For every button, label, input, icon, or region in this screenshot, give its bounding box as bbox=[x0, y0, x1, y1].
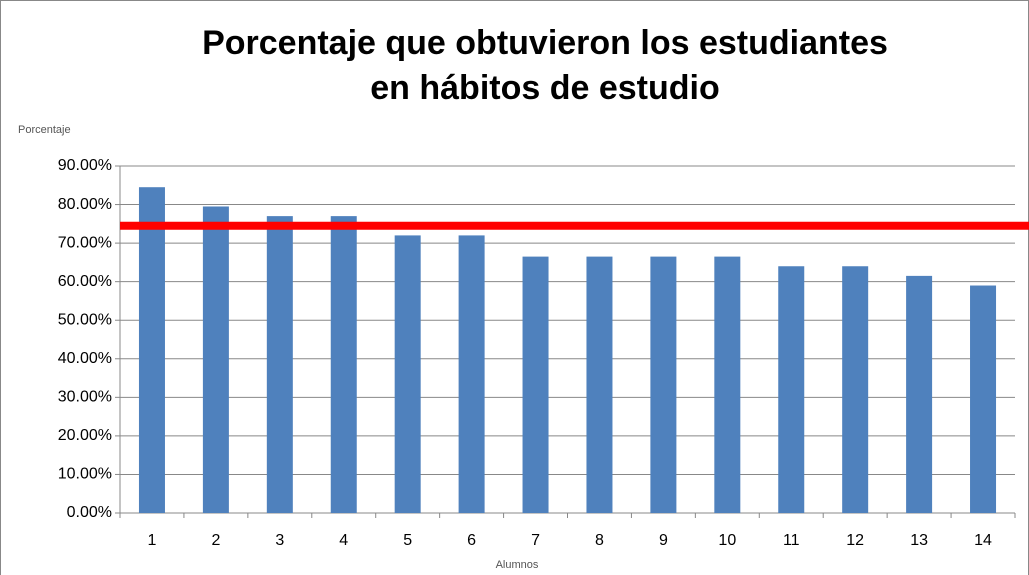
y-tick-label: 10.00% bbox=[58, 466, 112, 483]
x-tick-label: 6 bbox=[467, 532, 476, 549]
bar bbox=[714, 256, 741, 513]
x-tick-label: 8 bbox=[595, 532, 604, 549]
bar bbox=[842, 266, 869, 513]
x-tick-label: 13 bbox=[910, 532, 928, 549]
y-tick-label: 70.00% bbox=[58, 234, 112, 251]
y-tick-label: 50.00% bbox=[58, 311, 112, 328]
y-tick-label: 80.00% bbox=[58, 196, 112, 213]
bar bbox=[394, 235, 421, 513]
bar bbox=[778, 266, 805, 513]
bar bbox=[266, 216, 293, 513]
bar bbox=[202, 206, 229, 513]
bar bbox=[906, 275, 933, 513]
bar bbox=[586, 256, 613, 513]
y-tick-label: 60.00% bbox=[58, 273, 112, 290]
x-tick-label: 5 bbox=[403, 532, 412, 549]
y-tick-label: 20.00% bbox=[58, 427, 112, 444]
chart-title: Porcentaje que obtuvieron los estudiante… bbox=[202, 24, 888, 62]
bar bbox=[138, 187, 165, 513]
bar bbox=[330, 216, 357, 513]
chart-title: en hábitos de estudio bbox=[370, 69, 719, 107]
x-tick-label: 9 bbox=[659, 532, 668, 549]
bar bbox=[970, 285, 997, 513]
x-tick-label: 2 bbox=[211, 532, 220, 549]
x-axis-label: Alumnos bbox=[496, 559, 539, 571]
x-tick-label: 3 bbox=[275, 532, 284, 549]
x-tick-label: 4 bbox=[339, 532, 348, 549]
x-tick-label: 12 bbox=[846, 532, 864, 549]
x-tick-label: 7 bbox=[531, 532, 540, 549]
bar bbox=[458, 235, 485, 513]
y-tick-label: 40.00% bbox=[58, 350, 112, 367]
x-tick-label: 14 bbox=[974, 532, 992, 549]
bar bbox=[522, 256, 549, 513]
y-tick-label: 30.00% bbox=[58, 389, 112, 406]
y-tick-label: 90.00% bbox=[58, 157, 112, 174]
x-tick-label: 11 bbox=[783, 532, 800, 549]
bar bbox=[650, 256, 677, 513]
x-tick-label: 1 bbox=[148, 532, 157, 549]
y-tick-label: 0.00% bbox=[67, 504, 112, 521]
x-tick-label: 10 bbox=[718, 532, 736, 549]
y-axis-label: Porcentaje bbox=[18, 124, 71, 136]
